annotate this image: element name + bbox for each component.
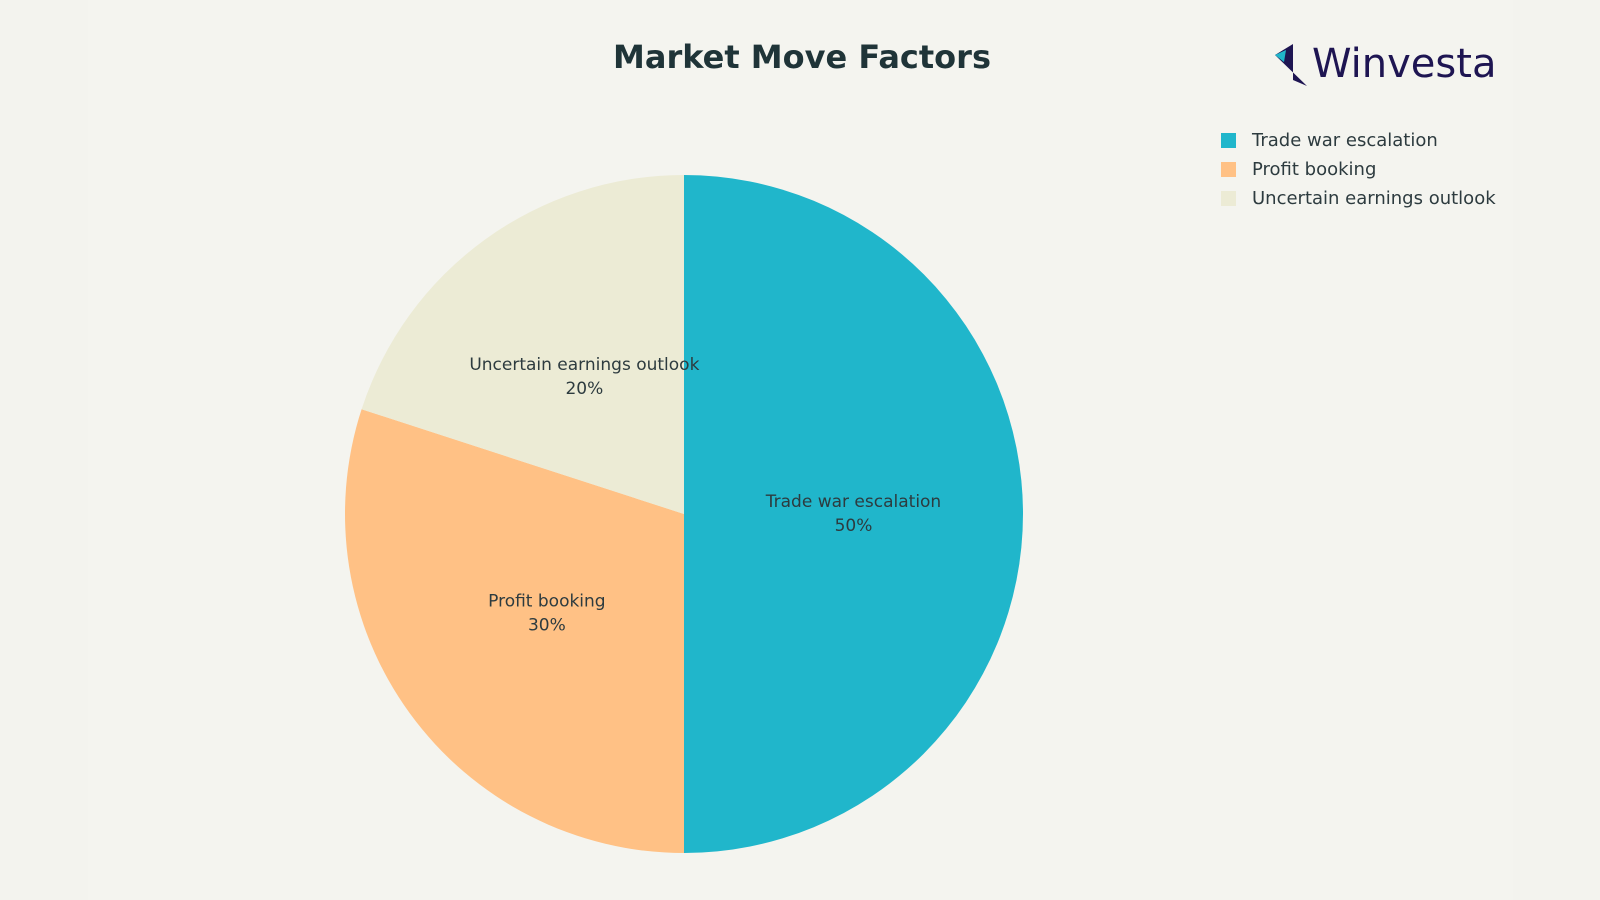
chart-title: Market Move Factors (613, 38, 991, 76)
legend-swatch (1221, 133, 1236, 148)
legend-swatch (1221, 162, 1236, 177)
legend-swatch (1221, 191, 1236, 206)
slice-value-label: 30% (528, 616, 566, 636)
brand-name: Winvesta (1312, 41, 1496, 87)
slice-value-label: 20% (565, 379, 603, 399)
slice-label: Trade war escalation (765, 492, 941, 512)
logo: Winvesta (1275, 41, 1496, 87)
pie-slice (361, 174, 684, 515)
legend-label: Uncertain earnings outlook (1252, 188, 1496, 209)
logo-accent (1275, 50, 1286, 62)
slice-label: Profit booking (488, 592, 605, 612)
slice-label: Uncertain earnings outlook (469, 355, 699, 375)
legend-label: Profit booking (1252, 159, 1376, 180)
pie-slice (344, 409, 684, 853)
pie-slice (684, 175, 1023, 853)
legend-label: Trade war escalation (1251, 130, 1438, 151)
slice-value-label: 50% (835, 516, 873, 536)
